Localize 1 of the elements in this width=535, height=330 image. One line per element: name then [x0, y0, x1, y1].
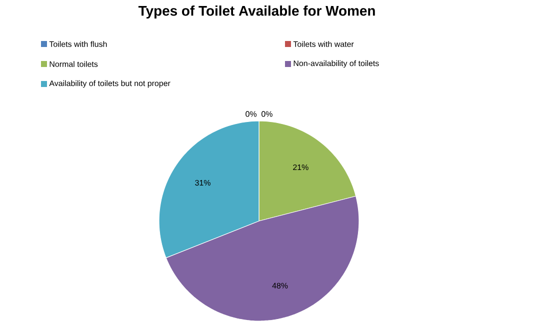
chart-title: Types of Toilet Available for Women: [138, 6, 375, 19]
